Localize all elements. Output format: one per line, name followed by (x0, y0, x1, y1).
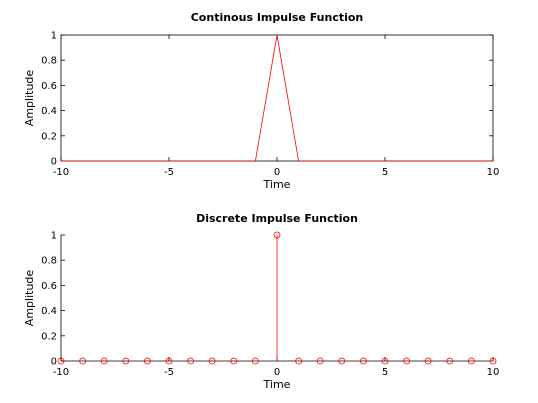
plot-area: -10 -5 0 5 10 0 0.2 0.4 0.6 0.8 1 (41, 231, 499, 379)
stem-marker (467, 357, 475, 365)
stem-marker (403, 357, 411, 365)
y-axis-label: Amplitude (23, 270, 36, 327)
stem-marker (424, 357, 432, 365)
y-axis-label: Amplitude (23, 70, 36, 127)
stem-marker (187, 357, 195, 365)
y-tick-label: 0.8 (41, 56, 57, 67)
x-tick-label: 5 (382, 167, 388, 178)
x-tick-label: -5 (164, 167, 174, 178)
x-tick-label: 0 (274, 367, 280, 378)
x-axis-label: Time (263, 178, 291, 191)
x-tick-label: -10 (53, 167, 69, 178)
y-tick-label: 1 (51, 231, 57, 242)
y-tick-label: 0.2 (41, 131, 57, 142)
stem-marker (57, 357, 65, 365)
stem-marker (165, 357, 173, 365)
y-tick-label: 0.2 (41, 331, 57, 342)
stem-marker (143, 357, 151, 365)
y-tick-label: 1 (51, 31, 57, 42)
stem-marker (338, 357, 346, 365)
stem-marker (79, 357, 86, 365)
x-axis-label: Time (263, 378, 291, 391)
chart-title: Discrete Impulse Function (196, 212, 358, 225)
x-tick-label: 5 (382, 367, 388, 378)
chart-title: Continous Impulse Function (191, 11, 364, 24)
y-tick-label: 0.6 (41, 81, 57, 92)
stem-marker (381, 357, 389, 365)
y-tick-label: 0.8 (41, 256, 57, 267)
plot-area: -10 -5 0 5 10 0 0.2 0.4 0.6 0.8 1 (41, 31, 499, 179)
x-tick-label: 10 (487, 167, 500, 178)
series-line (61, 34, 493, 162)
discrete-impulse-chart: Discrete Impulse Function Amplitude Time… (23, 212, 499, 391)
y-tick-label: 0.6 (41, 281, 57, 292)
stem-marker (316, 357, 324, 365)
stem-marker (208, 357, 216, 365)
x-tick-label: 0 (274, 167, 280, 178)
stem-marker (122, 357, 130, 365)
stem-marker (295, 357, 303, 365)
stem-marker (100, 357, 108, 365)
y-tick-label: 0.4 (41, 106, 57, 117)
y-tick-label: 0.4 (41, 306, 57, 317)
continuous-impulse-chart: Continous Impulse Function Amplitude Tim… (23, 11, 499, 191)
stem-marker (359, 357, 367, 365)
stem-marker (273, 231, 281, 239)
stem-marker (251, 357, 259, 365)
stem-marker (489, 357, 497, 365)
x-tick-label: -10 (53, 367, 69, 378)
x-tick-label: 10 (487, 367, 500, 378)
y-tick-label: 0 (51, 157, 57, 168)
stem-marker (446, 357, 454, 365)
y-tick-label: 0 (51, 357, 57, 368)
x-tick-label: -5 (164, 367, 174, 378)
stem-marker (230, 357, 238, 365)
